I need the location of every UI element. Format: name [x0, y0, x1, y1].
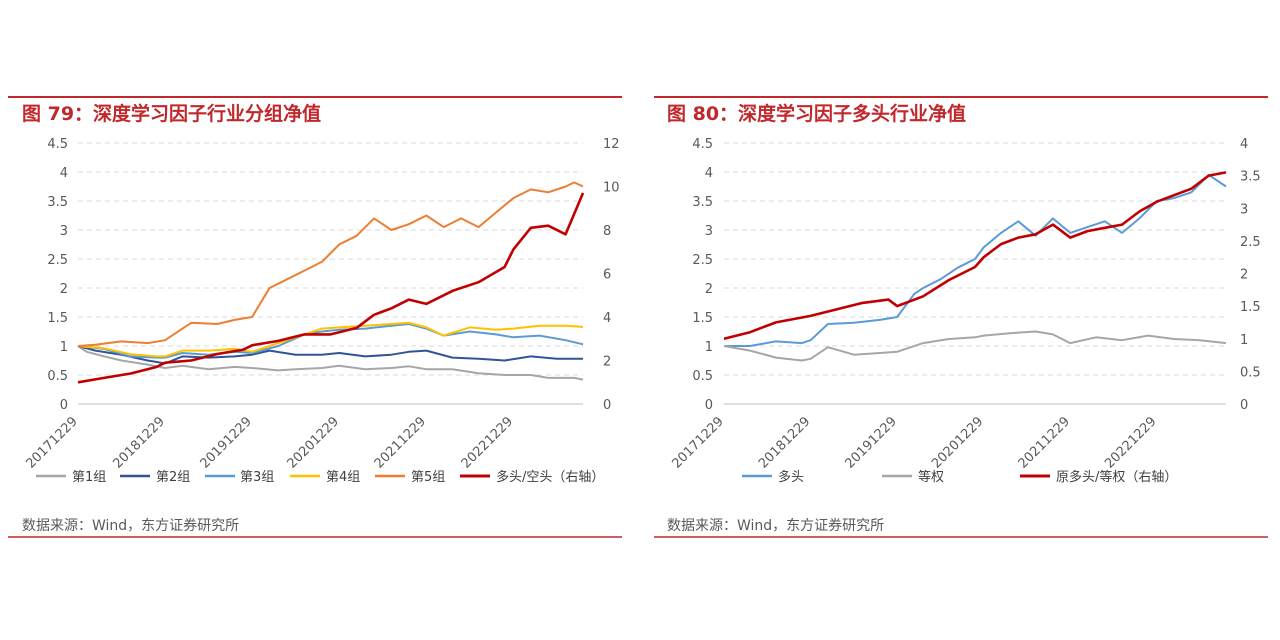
figure-80-source: 数据来源：Wind，东方证券研究所 — [667, 518, 884, 534]
figure-79-title: 图 79：深度学习因子行业分组净值 — [22, 102, 321, 125]
y-left-tick-label: 3.5 — [47, 195, 68, 210]
x-tick-label: 20211229 — [372, 414, 429, 471]
y-right-tick-label: 10 — [603, 181, 620, 196]
series-line-第5组 — [77, 181, 584, 347]
y-right-tick-label: 3 — [1240, 202, 1248, 217]
legend-label: 第1组 — [72, 470, 106, 485]
y-right-tick-label: 4 — [1240, 137, 1248, 152]
y-right-tick-label: 8 — [603, 224, 611, 239]
series-line-多头/空头（右轴） — [77, 192, 585, 384]
x-tick-label: 20221229 — [1102, 414, 1159, 471]
y-left-tick-label: 3 — [705, 224, 713, 239]
series-line-原多头/等权（右轴） — [723, 171, 1227, 341]
x-tick-label: 20181229 — [111, 414, 168, 471]
legend-label: 第2组 — [156, 470, 190, 485]
series-line-第1组 — [77, 345, 584, 381]
y-left-tick-label: 0.5 — [47, 369, 68, 384]
y-right-tick-label: 2 — [1240, 268, 1248, 283]
figure-79-source: 数据来源：Wind，东方证券研究所 — [22, 518, 239, 534]
y-right-tick-label: 0.5 — [1240, 365, 1261, 380]
legend-label: 等权 — [918, 469, 944, 485]
y-left-tick-label: 0 — [705, 398, 713, 413]
x-tick-label: 20191229 — [843, 414, 900, 471]
figure-80-plot: 0 0.5 1 1.5 2 2.5 3 3.5 4 4.5 0 0.5 1 1.5 2 2.5 3 3.5 4 201… — [669, 137, 1260, 472]
x-tick-label: 20201229 — [929, 414, 986, 471]
y-left-tick-label: 4 — [60, 166, 68, 181]
y-left-tick-label: 1 — [705, 340, 713, 355]
y-left-tick-label: 1.5 — [692, 311, 713, 326]
series-line-第2组 — [77, 345, 583, 365]
y-right-tick-label: 3.5 — [1240, 170, 1261, 185]
y-left-tick-label: 2 — [60, 282, 68, 297]
x-tick-label: 20171229 — [23, 414, 80, 471]
x-tick-label: 20201229 — [285, 414, 342, 471]
y-left-tick-label: 2 — [705, 282, 713, 297]
y-left-tick-label: 4 — [705, 166, 713, 181]
y-left-tick-label: 4.5 — [47, 137, 68, 152]
y-left-tick-label: 3.5 — [692, 195, 713, 210]
legend-label: 第4组 — [326, 470, 360, 485]
figure-80-panel: 图 80：深度学习因子多头行业净值 00.511.522.533.544.500… — [654, 96, 1268, 538]
figure-80-title: 图 80：深度学习因子多头行业净值 — [667, 102, 966, 125]
y-right-tick-label: 12 — [603, 137, 620, 152]
legend-label: 原多头/等权（右轴） — [1056, 469, 1177, 485]
legend-label: 多头/空头（右轴） — [496, 469, 604, 485]
series-line-等权 — [723, 330, 1227, 362]
figure-79-panel: 图 79：深度学习因子行业分组净值 00.511.522.533.544.502… — [8, 96, 622, 538]
series-line-第3组 — [77, 323, 584, 359]
y-right-tick-label: 0 — [603, 398, 611, 413]
y-right-tick-label: 4 — [603, 311, 611, 326]
y-right-tick-label: 1.5 — [1240, 300, 1261, 315]
y-right-tick-label: 0 — [1240, 398, 1248, 413]
figure-79-legend: 第1组 第2组 第3组 第4组 第5组 多头/空头（右轴） — [36, 469, 604, 485]
figure-79-plot: 0 0.5 1 1.5 2 2.5 3 3.5 4 4.5 0 2 4 6 8 10 12 20171229 201… — [23, 137, 619, 472]
y-right-tick-label: 1 — [1240, 333, 1248, 348]
legend-label: 第3组 — [240, 470, 274, 485]
y-right-tick-label: 2.5 — [1240, 235, 1261, 250]
x-tick-label: 20191229 — [198, 414, 255, 471]
y-left-tick-label: 0 — [60, 398, 68, 413]
series-line-多头 — [724, 173, 1227, 347]
legend-label: 多头 — [778, 469, 804, 485]
figure-80-legend: 多头 等权 原多头/等权（右轴） — [742, 469, 1177, 485]
x-tick-label: 20221229 — [459, 414, 516, 471]
y-left-tick-label: 2.5 — [47, 253, 68, 268]
x-tick-label: 20211229 — [1016, 414, 1073, 471]
y-right-tick-label: 6 — [603, 268, 611, 283]
y-left-tick-label: 1 — [60, 340, 68, 355]
y-left-tick-label: 2.5 — [692, 253, 713, 268]
x-tick-label: 20181229 — [756, 414, 813, 471]
y-left-tick-label: 3 — [60, 224, 68, 239]
y-left-tick-label: 0.5 — [692, 369, 713, 384]
x-tick-label: 20171229 — [669, 414, 726, 471]
y-left-tick-label: 1.5 — [47, 311, 68, 326]
y-right-tick-label: 2 — [603, 355, 611, 370]
y-left-tick-label: 4.5 — [692, 137, 713, 152]
series-line-第4组 — [77, 321, 584, 358]
legend-label: 第5组 — [411, 470, 445, 485]
